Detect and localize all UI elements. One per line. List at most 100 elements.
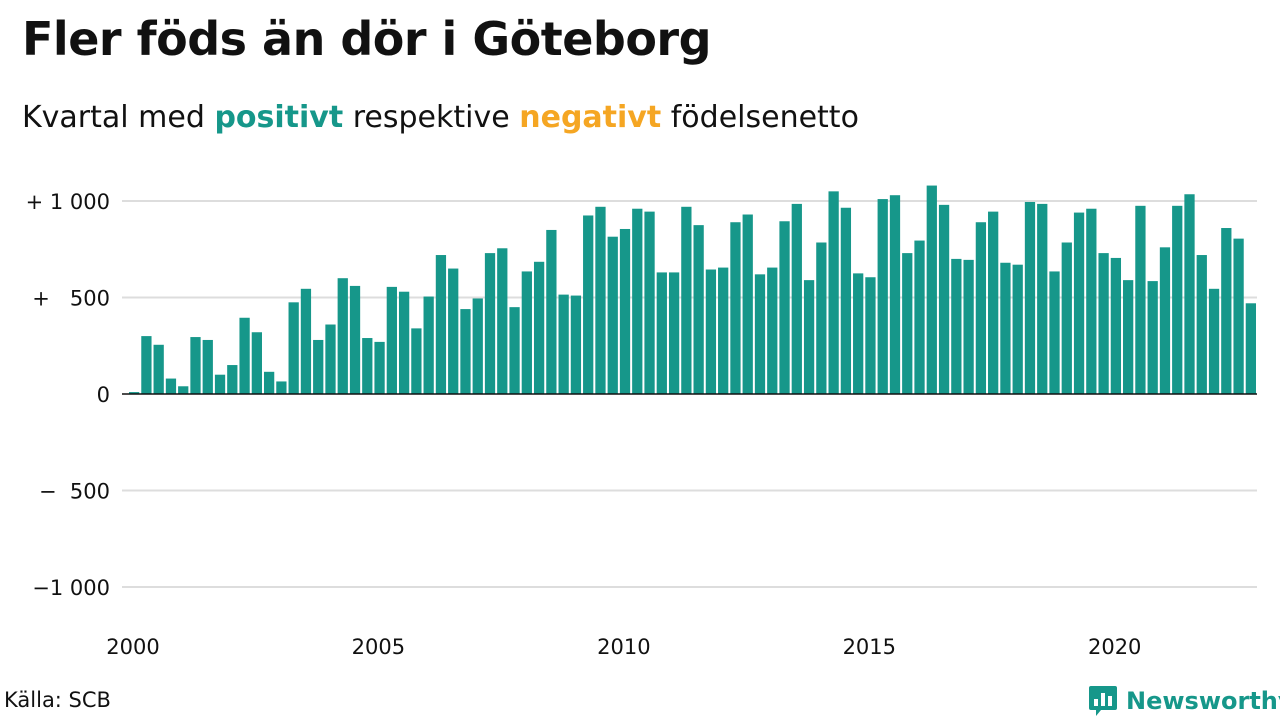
bar [840, 207, 852, 394]
brand-name: Newsworthy [1126, 687, 1280, 715]
bar [988, 211, 999, 394]
bar [1123, 280, 1134, 394]
source-note: Källa: SCB [4, 688, 111, 712]
bar [362, 338, 373, 394]
bar [141, 336, 152, 394]
bar [656, 272, 667, 394]
bar [705, 269, 717, 394]
bar [1049, 271, 1060, 394]
bar [435, 255, 447, 394]
bar [153, 344, 164, 394]
bar [902, 253, 913, 394]
bars [129, 185, 1256, 395]
bar [374, 341, 385, 394]
bar [448, 268, 459, 394]
bar [1221, 228, 1232, 394]
bar [227, 365, 238, 394]
bar [1073, 212, 1085, 394]
bar [1012, 264, 1023, 394]
bar [619, 228, 631, 394]
bar [521, 271, 532, 394]
bar [730, 222, 741, 394]
bar [1135, 205, 1146, 394]
chart-subtitle: Kvartal med positivt respektive negativt… [22, 100, 859, 135]
bar [926, 185, 937, 394]
subtitle-prefix: Kvartal med [22, 100, 205, 135]
bar [570, 295, 582, 394]
x-tick-label: 2015 [843, 635, 896, 659]
bar [386, 286, 397, 394]
subtitle-middle: respektive [352, 100, 510, 135]
bar [803, 280, 815, 394]
bar [1098, 253, 1109, 394]
bar [337, 278, 348, 394]
bar [178, 386, 189, 394]
bar [1037, 203, 1048, 394]
y-tick-label: + 1 000 [26, 190, 110, 214]
bar [239, 317, 250, 394]
bar [214, 374, 226, 394]
bar [668, 272, 680, 394]
bar [1172, 205, 1183, 394]
bar [276, 381, 287, 394]
bar [791, 203, 802, 394]
bar [583, 215, 594, 394]
subtitle-positive-word: positivt [214, 100, 344, 135]
bar [1233, 238, 1244, 394]
bar [1061, 242, 1072, 394]
y-tick-label: 0 [97, 383, 110, 407]
bar [1024, 201, 1036, 394]
bar [681, 206, 692, 394]
bar [767, 267, 778, 394]
bar [460, 309, 471, 394]
bar [472, 298, 483, 394]
x-tick-label: 2000 [106, 635, 159, 659]
bar [632, 208, 643, 394]
bar [165, 378, 177, 394]
bar [398, 291, 410, 394]
bar [1086, 208, 1097, 394]
y-tick-label: −1 000 [32, 576, 110, 600]
bar [129, 392, 140, 394]
chart-title: Fler föds än dör i Göteborg [22, 12, 712, 66]
bar [816, 242, 827, 394]
y-axis-labels: + 1 000 + 500 0 − 500 −1 000 [26, 190, 110, 600]
bar [889, 195, 901, 394]
bar [754, 274, 766, 394]
x-tick-label: 2020 [1088, 635, 1141, 659]
bar [1208, 288, 1220, 394]
bar [742, 214, 753, 394]
bar [1184, 194, 1195, 394]
bar [1159, 247, 1171, 394]
brand-logo: Newsworthy [1088, 684, 1280, 718]
bar [1147, 281, 1158, 395]
bar [693, 225, 704, 395]
bar [509, 307, 520, 394]
bar [644, 211, 655, 394]
bar [202, 339, 213, 394]
y-tick-label: + 500 [32, 287, 110, 311]
bar [853, 273, 864, 395]
bar-chart-bubble-icon [1089, 686, 1117, 716]
bar [877, 199, 888, 394]
bar [300, 288, 312, 394]
bar [558, 294, 569, 394]
bar [779, 221, 790, 394]
bar [313, 339, 324, 394]
bar [1196, 255, 1207, 394]
bar [951, 258, 962, 394]
bar [718, 267, 729, 394]
bar [263, 371, 275, 395]
bar-chart: + 1 000 + 500 0 − 500 −1 000 2000 2005 2010 201… [26, 185, 1257, 659]
x-tick-label: 2010 [597, 635, 650, 659]
bar [411, 328, 422, 394]
bar [828, 191, 839, 394]
bar [1000, 262, 1011, 394]
y-tick-label: − 500 [39, 480, 110, 504]
bar [914, 240, 925, 394]
bar [975, 222, 987, 394]
bar [595, 206, 606, 394]
bar [190, 337, 201, 394]
subtitle-suffix: födelsenetto [670, 100, 859, 135]
bar [484, 253, 496, 394]
